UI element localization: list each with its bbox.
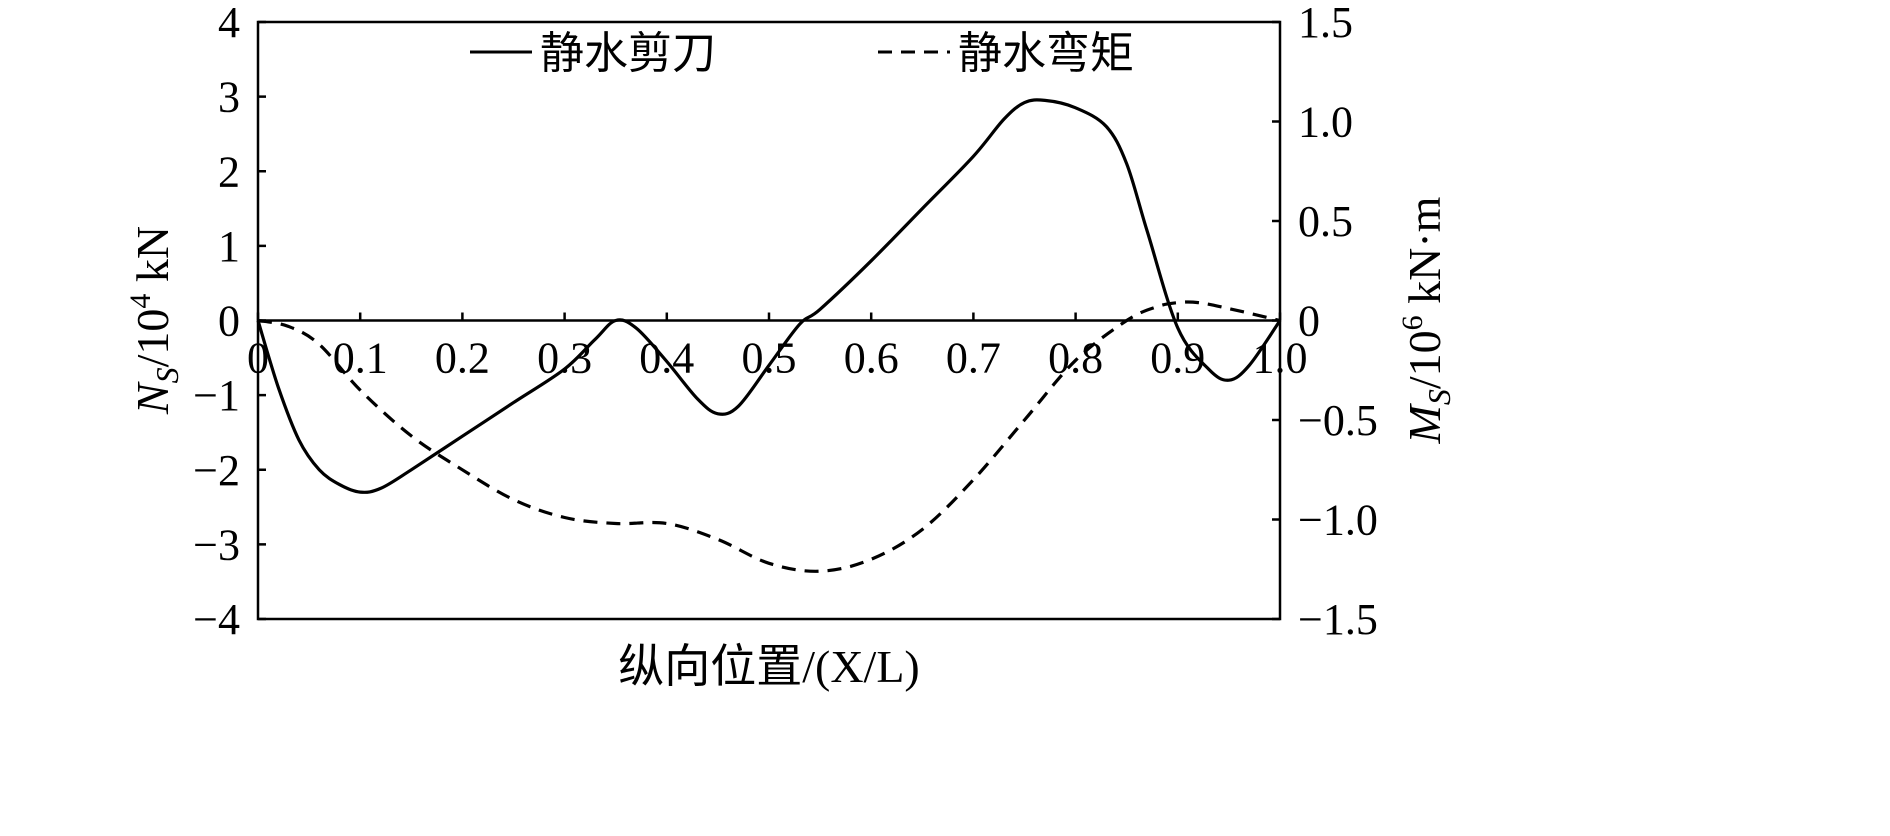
y-left-tick-label: −2 [193, 446, 240, 495]
series-line-moment [257, 300, 1281, 573]
x-axis-ticks: 0 0.1 0.2 0.3 0.4 0.5 0.6 0.7 0.8 0.9 1.0 [247, 312, 1308, 383]
y-left-tick-label: −3 [193, 520, 240, 569]
x-tick-label: 1.0 [1253, 334, 1308, 383]
y-left-axis-title: NS/104 kN [124, 226, 185, 415]
y-right-tick-label: −1.0 [1298, 496, 1378, 545]
legend: 静水剪刀 静水弯矩 [470, 28, 1134, 79]
y-left-tick-label: 4 [218, 0, 240, 47]
y-right-axis-title: MS/106 kN·m [1396, 196, 1457, 444]
legend-label-moment: 静水弯矩 [958, 28, 1134, 79]
x-tick-label: 0.3 [537, 334, 592, 383]
y-right-tick-label: 1.5 [1298, 0, 1353, 47]
x-tick-label: 0.6 [844, 334, 899, 383]
y-right-tick-label: 1.0 [1298, 98, 1353, 147]
y-left-tick-label: 1 [218, 222, 240, 271]
x-tick-label: 0.1 [333, 334, 388, 383]
y-right-tick-label: 0 [1298, 297, 1320, 346]
x-tick-label: 0.2 [435, 334, 490, 383]
series-line-shear [256, 98, 1282, 494]
y-right-axis-ticks: 1.5 1.0 0.5 0 −0.5 −1.0 −1.5 [1272, 0, 1378, 644]
series-group [256, 98, 1282, 573]
y-left-tick-label: 2 [218, 147, 240, 196]
y-left-tick-label: 0 [218, 297, 240, 346]
y-left-tick-label: −1 [193, 371, 240, 420]
x-axis-title: 纵向位置/(X/L) [618, 641, 920, 692]
x-tick-label: 0 [247, 334, 269, 383]
y-right-tick-label: −1.5 [1298, 595, 1378, 644]
y-left-tick-label: −4 [193, 595, 240, 644]
x-tick-label: 0.8 [1048, 334, 1103, 383]
y-right-tick-label: 0.5 [1298, 197, 1353, 246]
y-left-tick-label: 3 [218, 73, 240, 122]
legend-label-shear: 静水剪刀 [540, 28, 716, 79]
x-tick-label: 0.7 [946, 334, 1001, 383]
y-right-tick-label: −0.5 [1298, 396, 1378, 445]
